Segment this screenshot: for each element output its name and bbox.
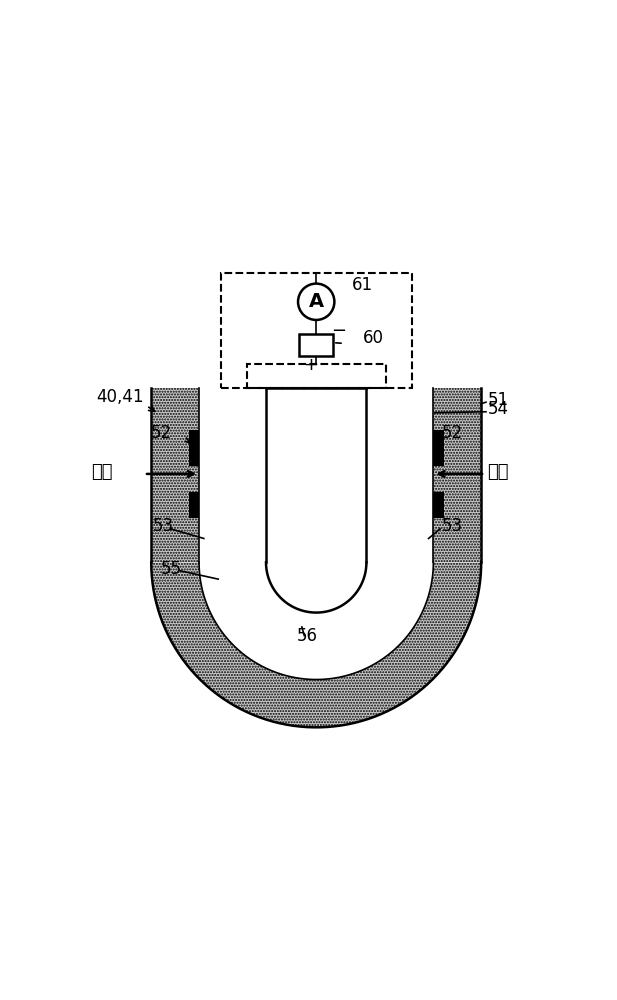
Text: 60: 60 — [363, 329, 384, 347]
Bar — [189, 492, 199, 518]
Circle shape — [298, 284, 334, 320]
Text: 53: 53 — [152, 517, 174, 535]
Text: 40,41: 40,41 — [96, 388, 144, 406]
Bar — [433, 430, 444, 466]
Bar — [189, 430, 199, 466]
Text: 53: 53 — [442, 517, 463, 535]
Polygon shape — [266, 562, 366, 613]
Bar — [199, 388, 266, 562]
Text: 废气: 废气 — [487, 463, 509, 481]
Text: 54: 54 — [487, 400, 508, 418]
Bar — [266, 388, 366, 562]
Text: 61: 61 — [352, 276, 373, 294]
Bar — [151, 388, 199, 562]
Bar — [366, 388, 433, 562]
Bar — [433, 492, 444, 518]
Bar — [433, 388, 481, 562]
Text: 55: 55 — [161, 560, 182, 578]
Text: +: + — [303, 356, 318, 374]
Text: 52: 52 — [151, 424, 172, 442]
Text: 51: 51 — [487, 391, 508, 409]
Polygon shape — [151, 562, 481, 727]
Bar — [221, 273, 412, 388]
Text: 废气: 废气 — [91, 463, 113, 481]
Text: −: − — [331, 322, 347, 340]
Text: 52: 52 — [442, 424, 463, 442]
Bar — [247, 364, 386, 388]
Text: 56: 56 — [297, 627, 318, 645]
Text: A: A — [308, 292, 324, 311]
Polygon shape — [199, 562, 433, 680]
Bar — [299, 334, 333, 356]
